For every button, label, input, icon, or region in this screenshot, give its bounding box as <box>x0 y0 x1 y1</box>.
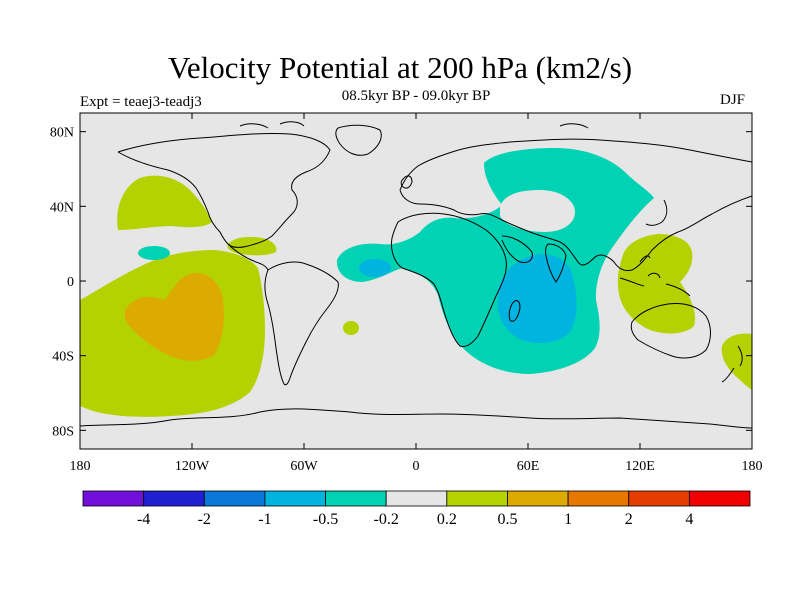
indonesia-outline <box>619 255 691 297</box>
ne-pacific-negative-spot <box>138 246 170 260</box>
colorbar-label: 4 <box>685 511 693 528</box>
antarctica-outline <box>80 408 752 429</box>
central-america-outline <box>227 243 269 271</box>
axis-ticks <box>79 113 753 449</box>
australia-outline <box>630 303 711 359</box>
eurasia-outline <box>399 138 752 271</box>
y-axis-labels: 80N 40N 0 40S 80S <box>50 126 74 440</box>
africa-outline <box>391 212 507 347</box>
colorbar-swatch <box>385 490 448 507</box>
atlantic-strong-negative-spot <box>359 259 391 277</box>
colorbar-label: -0.2 <box>374 511 399 528</box>
x-tick-label: 60W <box>290 459 318 474</box>
caribbean-positive-region <box>227 236 277 256</box>
north-america-outline <box>117 132 331 248</box>
x-tick-label: 120W <box>175 459 210 474</box>
colorbar-swatch <box>325 490 387 507</box>
ne-pacific-positive-region <box>117 175 212 230</box>
arctic-islands-outline <box>239 121 589 129</box>
tasman-positive-region <box>721 333 752 390</box>
pacific-strong-positive-region <box>125 273 224 361</box>
x-tick-label: 60E <box>517 459 540 474</box>
south-america-outline <box>264 261 339 386</box>
madagascar-outline <box>508 300 521 322</box>
new-zealand-outline <box>721 345 743 383</box>
india-outline <box>545 243 567 283</box>
figure-subtitle: 08.5kyr BP - 09.0kyr BP <box>341 88 491 104</box>
greenland-outline <box>335 124 382 156</box>
colorbar-swatch <box>446 490 508 507</box>
colorbar-swatch <box>82 490 145 507</box>
arabia-outline <box>501 235 533 263</box>
colorbar-label: -0.5 <box>313 511 338 528</box>
indian-ocean-strong-negative-region <box>497 254 577 344</box>
colorbar-label: 2 <box>625 511 633 528</box>
colorbar-label: 0.5 <box>497 511 517 528</box>
colorbar-label: -2 <box>198 511 211 528</box>
colorbar-label: 0.2 <box>437 511 457 528</box>
contour-fields <box>80 148 752 417</box>
colorbar-swatch <box>688 490 751 507</box>
uk-outline <box>400 175 413 189</box>
colorbar-swatch <box>628 490 690 507</box>
colorbar-labels: -4 -2 -1 -0.5 -0.2 0.2 0.5 1 2 4 <box>137 511 693 528</box>
y-tick-label: 40S <box>52 350 74 365</box>
colorbar-swatch <box>143 490 205 507</box>
y-tick-label: 0 <box>67 275 74 290</box>
japan-outline <box>645 199 668 226</box>
y-tick-label: 40N <box>50 200 74 215</box>
mediterranean-weak-region <box>500 190 575 232</box>
season-label: DJF <box>720 92 746 108</box>
colorbar-label: -1 <box>258 511 271 528</box>
colorbar-label: -4 <box>137 511 150 528</box>
colorbar-swatch <box>567 490 630 507</box>
continent-outlines <box>80 121 752 429</box>
colorbar <box>82 490 751 507</box>
figure-title: Velocity Potential at 200 hPa (km2/s) <box>167 50 633 85</box>
x-tick-label: 180 <box>742 459 763 474</box>
y-tick-label: 80N <box>50 126 74 141</box>
south-atlantic-positive-spot <box>343 321 359 335</box>
x-tick-label: 120E <box>625 459 655 474</box>
colorbar-swatch <box>203 490 266 507</box>
colorbar-label: 1 <box>564 511 572 528</box>
x-tick-label: 0 <box>413 459 420 474</box>
maritime-continent-positive-region <box>617 234 696 334</box>
x-axis-labels: 180 120W 60W 0 60E 120E 180 <box>70 459 763 474</box>
x-tick-label: 180 <box>70 459 91 474</box>
experiment-label: Expt = teaej3-teadj3 <box>80 94 202 110</box>
colorbar-swatch <box>507 490 569 507</box>
y-tick-label: 80S <box>52 424 74 439</box>
colorbar-swatch <box>264 490 326 507</box>
